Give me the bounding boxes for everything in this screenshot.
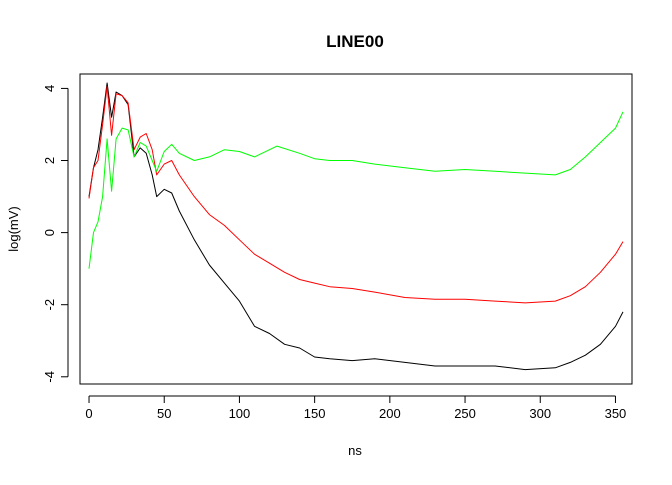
x-tick-label: 200 [379,406,401,421]
series-layer [88,82,624,371]
x-tick-label: 100 [229,406,251,421]
x-tick-label: 0 [85,406,92,421]
series-line-0 [88,82,624,371]
series-line-1 [88,86,624,304]
y-tick-label: 2 [42,157,57,164]
y-axis-label: log(mV) [6,206,21,252]
x-tick-label: 150 [304,406,326,421]
x-axis-label: ns [348,443,362,458]
x-tick-label: 300 [529,406,551,421]
x-tick-label: 50 [157,406,171,421]
y-tick-label: 0 [42,229,57,236]
y-tick-label: 4 [42,85,57,92]
x-tick-label: 250 [454,406,476,421]
x-axis: 0 50 100 150 200 250 300 350 [85,395,627,421]
plot-frame [79,73,633,385]
chart-title: LINE00 [326,32,384,51]
x-tick-label: 350 [605,406,627,421]
y-tick-label: -4 [42,371,57,383]
y-tick-label: -2 [42,299,57,311]
series-line-2 [88,111,624,269]
y-axis: -4 -2 0 2 4 [42,85,69,383]
